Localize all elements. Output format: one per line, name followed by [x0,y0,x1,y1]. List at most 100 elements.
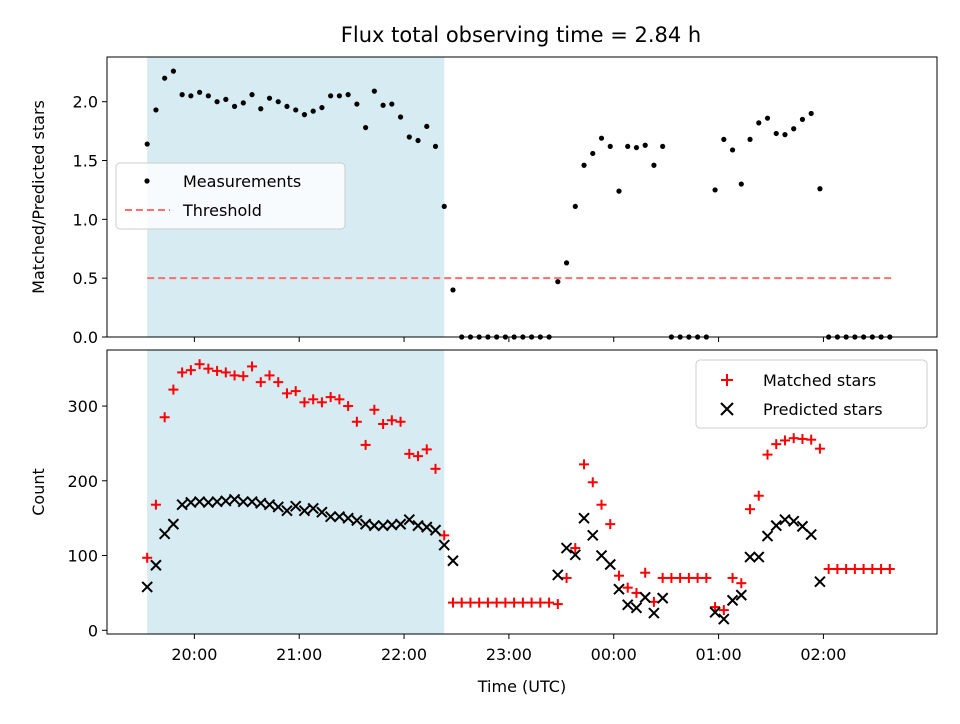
matched-star-point [570,543,581,554]
matched-star-point [465,597,476,608]
matched-star-point [185,365,196,376]
matched-star-point [509,597,520,608]
predicted-star-point [298,504,311,517]
predicted-star-point [779,513,791,526]
measurement-point [651,162,657,168]
matched-star-point [727,572,738,583]
predicted-star-point [796,520,809,533]
matched-star-point [316,397,327,408]
measurement-point [310,108,316,114]
x-tick-label: 21:00 [276,645,322,664]
y-tick-label: 1.5 [73,152,98,171]
matched-star-point [212,365,223,376]
measurement-point [590,150,596,157]
predicted-star-point [333,510,346,523]
measurement-point [214,99,220,105]
matched-star-point [150,499,161,510]
predicted-star-point [560,542,573,554]
measurement-point [328,93,334,99]
predicted-star-point [237,496,250,508]
matched-star-point [867,563,878,574]
matched-star-point [194,359,205,370]
matched-star-point [535,597,546,608]
matched-star-point [832,563,843,574]
matched-star-point [552,599,563,610]
matched-star-point [413,451,424,462]
matched-star-point [517,597,528,608]
measurement-point [336,93,342,99]
predicted-star-point [814,575,826,588]
y-tick-label: 0 [88,621,98,640]
predicted-star-point [290,500,302,512]
matched-star-point [561,572,572,583]
measurement-point [555,279,561,285]
matched-star-point [220,367,231,378]
predicted-star-point [735,589,748,601]
predicted-star-point [639,591,651,604]
predicted-star-point [307,502,319,515]
matched-star-point [255,377,266,388]
matched-star-point [159,412,170,423]
measurement-point [712,187,718,193]
matched-star-point [343,401,354,412]
matched-star-point [718,605,729,616]
matched-star-point [264,370,275,381]
matched-star-point [430,463,441,474]
matched-star-point [692,572,703,583]
legend-predicted-marker [720,402,734,416]
matched-star-point [325,392,336,403]
measurement-point [371,88,377,94]
measurement-point [293,107,299,113]
matched-star-point [797,433,808,444]
measurement-point [424,123,430,130]
measurement-point [625,143,631,150]
predicted-star-point [438,539,450,551]
matched-star-point [447,597,458,608]
x-tick-label: 22:00 [381,645,427,664]
measurement-point [660,143,666,150]
matched-star-point [858,563,869,574]
y-tick-label: 2.0 [73,93,98,112]
predicted-star-point [342,512,354,524]
matched-star-point [247,361,258,372]
measurement-point [179,92,185,98]
matched-star-point [701,572,712,583]
measurement-point [345,92,351,98]
measurement-point [275,99,281,105]
measurement-point [432,143,439,150]
matched-star-point [351,416,362,427]
measurement-point [197,89,203,95]
measurement-point [258,106,264,112]
matched-star-point [482,597,493,608]
measurement-point [223,96,229,102]
matched-star-point [605,519,616,530]
predicted-star-point [412,519,424,532]
matched-star-point [745,504,756,515]
predicted-star-point [753,551,765,563]
matched-star-point [683,572,694,583]
x-tick-label: 20:00 [171,645,217,664]
matched-star-point [814,443,825,454]
measurement-point [162,75,168,81]
predicted-star-point [770,519,782,532]
measurement-point [773,130,779,137]
matched-star-point [762,449,773,460]
matched-star-point [544,597,555,608]
predicted-star-point [613,583,625,595]
predicted-star-point [403,513,416,526]
bottom-panel: 0 100 200 300 Count 20:00 21:00 22:00 23:00 00:00… [29,349,938,696]
legend-predicted-label: Predicted stars [763,400,883,419]
predicted-star-point [587,529,599,542]
matched-star-point [168,384,179,395]
measurement-point [799,116,806,122]
measurement-point [738,181,744,187]
chart-title: Flux total observing time = 2.84 h [341,23,701,47]
measurement-point [153,107,159,113]
matched-star-point [290,386,301,397]
matched-star-point [238,371,249,382]
measurement-point [188,93,194,99]
predicted-star-point [421,521,433,533]
matched-star-point [579,459,590,470]
predicted-star-point [648,607,660,619]
predicted-star-point [744,551,756,563]
